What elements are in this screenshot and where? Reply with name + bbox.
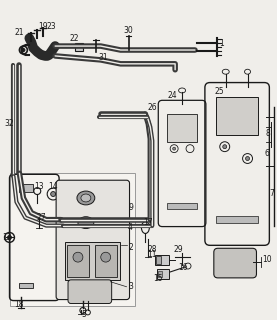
Bar: [167, 114, 197, 142]
Ellipse shape: [81, 194, 91, 202]
Bar: [75, 43, 83, 51]
Text: 11: 11: [148, 250, 157, 259]
Text: 17: 17: [143, 218, 153, 227]
Circle shape: [223, 145, 227, 149]
Text: 25: 25: [215, 87, 225, 96]
FancyBboxPatch shape: [68, 280, 112, 304]
Text: 1: 1: [219, 39, 224, 48]
Ellipse shape: [77, 191, 95, 205]
Circle shape: [73, 252, 83, 262]
Text: 10: 10: [263, 255, 272, 264]
Bar: [216, 97, 258, 135]
Bar: [167, 203, 197, 209]
Text: 12: 12: [2, 233, 11, 242]
Text: 7: 7: [269, 188, 274, 197]
Text: 29: 29: [173, 245, 183, 254]
Bar: [216, 216, 258, 223]
Circle shape: [245, 156, 250, 161]
Bar: [155, 255, 169, 265]
FancyBboxPatch shape: [56, 180, 130, 300]
Bar: [158, 271, 162, 277]
Bar: [157, 269, 169, 279]
Text: 27: 27: [37, 213, 46, 222]
Text: 18: 18: [15, 300, 24, 309]
Text: 23: 23: [46, 22, 56, 31]
Text: 24: 24: [167, 91, 177, 100]
Text: 31: 31: [98, 53, 107, 62]
Text: 5: 5: [81, 310, 86, 319]
Circle shape: [51, 192, 56, 196]
Bar: [95, 245, 117, 277]
Text: 8: 8: [265, 129, 270, 138]
Text: 4: 4: [128, 223, 133, 232]
Circle shape: [101, 252, 111, 262]
Text: 19: 19: [39, 22, 48, 31]
Text: 32: 32: [5, 119, 14, 129]
Ellipse shape: [78, 217, 94, 228]
Text: 16: 16: [178, 262, 188, 272]
Text: 13: 13: [34, 182, 44, 191]
Circle shape: [7, 236, 11, 239]
Circle shape: [22, 49, 25, 52]
Text: 3: 3: [128, 282, 133, 291]
Bar: [9, 173, 135, 307]
Circle shape: [173, 147, 176, 150]
Text: 26: 26: [148, 103, 157, 112]
Text: 14: 14: [48, 182, 58, 191]
Bar: [156, 256, 161, 264]
Text: 15: 15: [153, 274, 163, 284]
Bar: [67, 245, 89, 277]
FancyBboxPatch shape: [214, 248, 257, 278]
Text: 28: 28: [148, 245, 157, 254]
Text: 30: 30: [124, 26, 134, 35]
Bar: [65, 242, 120, 280]
Text: 9: 9: [128, 203, 133, 212]
Bar: [19, 184, 33, 192]
Text: 6: 6: [265, 149, 270, 158]
Bar: [19, 283, 33, 288]
Text: 22: 22: [69, 34, 79, 43]
Text: 2: 2: [128, 243, 133, 252]
Text: 21: 21: [15, 28, 24, 37]
